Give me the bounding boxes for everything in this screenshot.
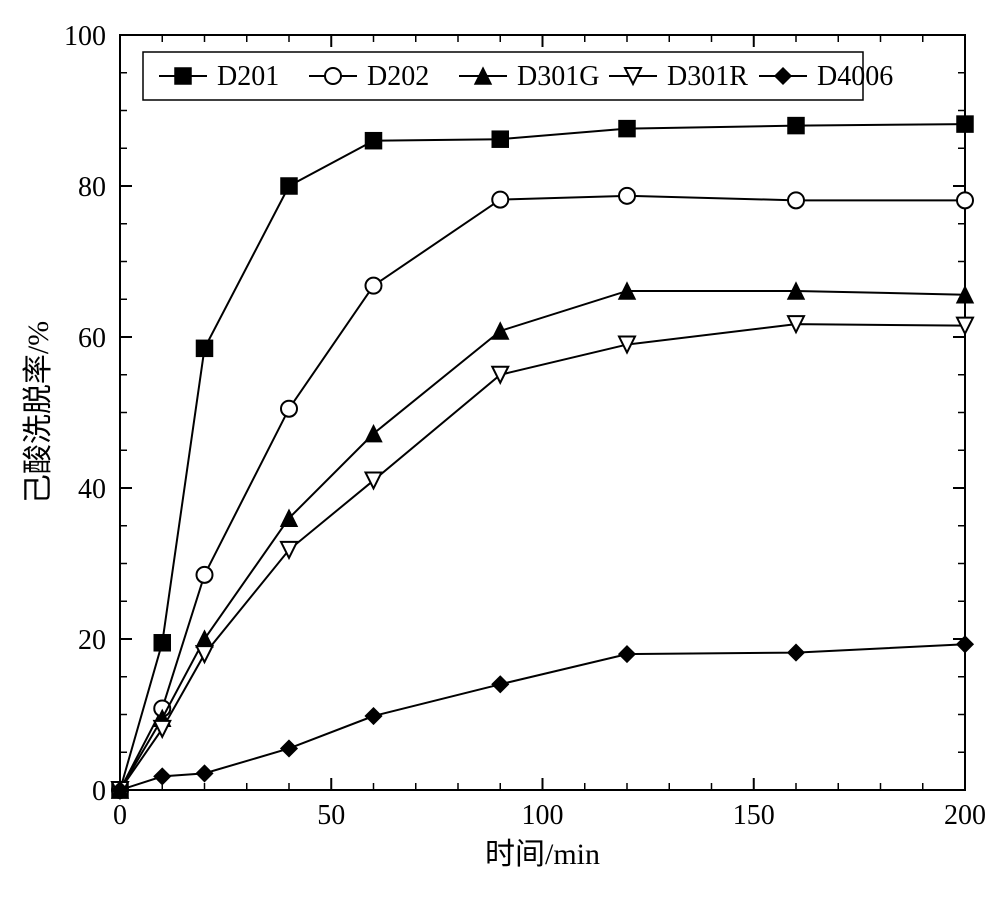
series-marker-D202 — [492, 192, 508, 208]
series-marker-D201 — [281, 178, 297, 194]
series-marker-D201 — [197, 340, 213, 356]
legend-marker-D4006 — [775, 68, 791, 84]
series-marker-D201 — [788, 118, 804, 134]
series-marker-D202 — [366, 278, 382, 294]
legend-label-D301G: D301G — [517, 61, 599, 92]
y-tick-label: 80 — [78, 172, 106, 203]
series-marker-D4006 — [154, 768, 170, 784]
series-line-D4006 — [120, 644, 965, 790]
series-marker-D4006 — [197, 765, 213, 781]
series-marker-D4006 — [492, 676, 508, 692]
legend-label-D301R: D301R — [667, 61, 748, 92]
series-marker-D301G — [197, 631, 213, 647]
series-marker-D201 — [492, 131, 508, 147]
series-marker-D201 — [366, 133, 382, 149]
legend-label-D4006: D4006 — [817, 61, 893, 92]
series-marker-D201 — [154, 635, 170, 651]
series-marker-D202 — [281, 401, 297, 417]
series-line-D201 — [120, 124, 965, 790]
series-marker-D4006 — [619, 646, 635, 662]
y-tick-label: 0 — [92, 776, 106, 807]
series-marker-D202 — [197, 567, 213, 583]
series-marker-D201 — [619, 121, 635, 137]
series-marker-D4006 — [788, 645, 804, 661]
x-tick-label: 200 — [944, 800, 986, 831]
x-tick-label: 150 — [733, 800, 775, 831]
y-tick-label: 60 — [78, 323, 106, 354]
x-tick-label: 50 — [317, 800, 345, 831]
series-marker-D301G — [492, 323, 508, 339]
y-tick-label: 20 — [78, 625, 106, 656]
legend-marker-D201 — [175, 68, 191, 84]
series-marker-D301R — [197, 646, 213, 662]
series-marker-D202 — [957, 192, 973, 208]
x-axis-label: 时间/min — [485, 838, 600, 871]
series-marker-D201 — [957, 116, 973, 132]
series-line-D202 — [120, 196, 965, 790]
series-line-D301R — [120, 324, 965, 790]
series-marker-D4006 — [281, 740, 297, 756]
series-marker-D202 — [619, 188, 635, 204]
x-tick-label: 0 — [113, 800, 127, 831]
chart-svg: 0 50 100 150 200 0 20 40 60 80 100 时间/min 己酸洗脱率/% D20… — [0, 0, 1000, 897]
y-axis-label: 己酸洗脱率/% — [22, 321, 55, 504]
y-tick-label: 40 — [78, 474, 106, 505]
legend-label-D202: D202 — [367, 61, 429, 92]
x-tick-label: 100 — [522, 800, 564, 831]
legend-marker-D202 — [325, 68, 341, 84]
series-line-D301G — [120, 291, 965, 790]
series-marker-D4006 — [366, 708, 382, 724]
legend-label-D201: D201 — [217, 61, 279, 92]
elution-chart: { "chart": { "type": "line", "width": 10… — [0, 0, 1000, 897]
y-tick-label: 100 — [64, 21, 106, 52]
series-marker-D202 — [788, 192, 804, 208]
